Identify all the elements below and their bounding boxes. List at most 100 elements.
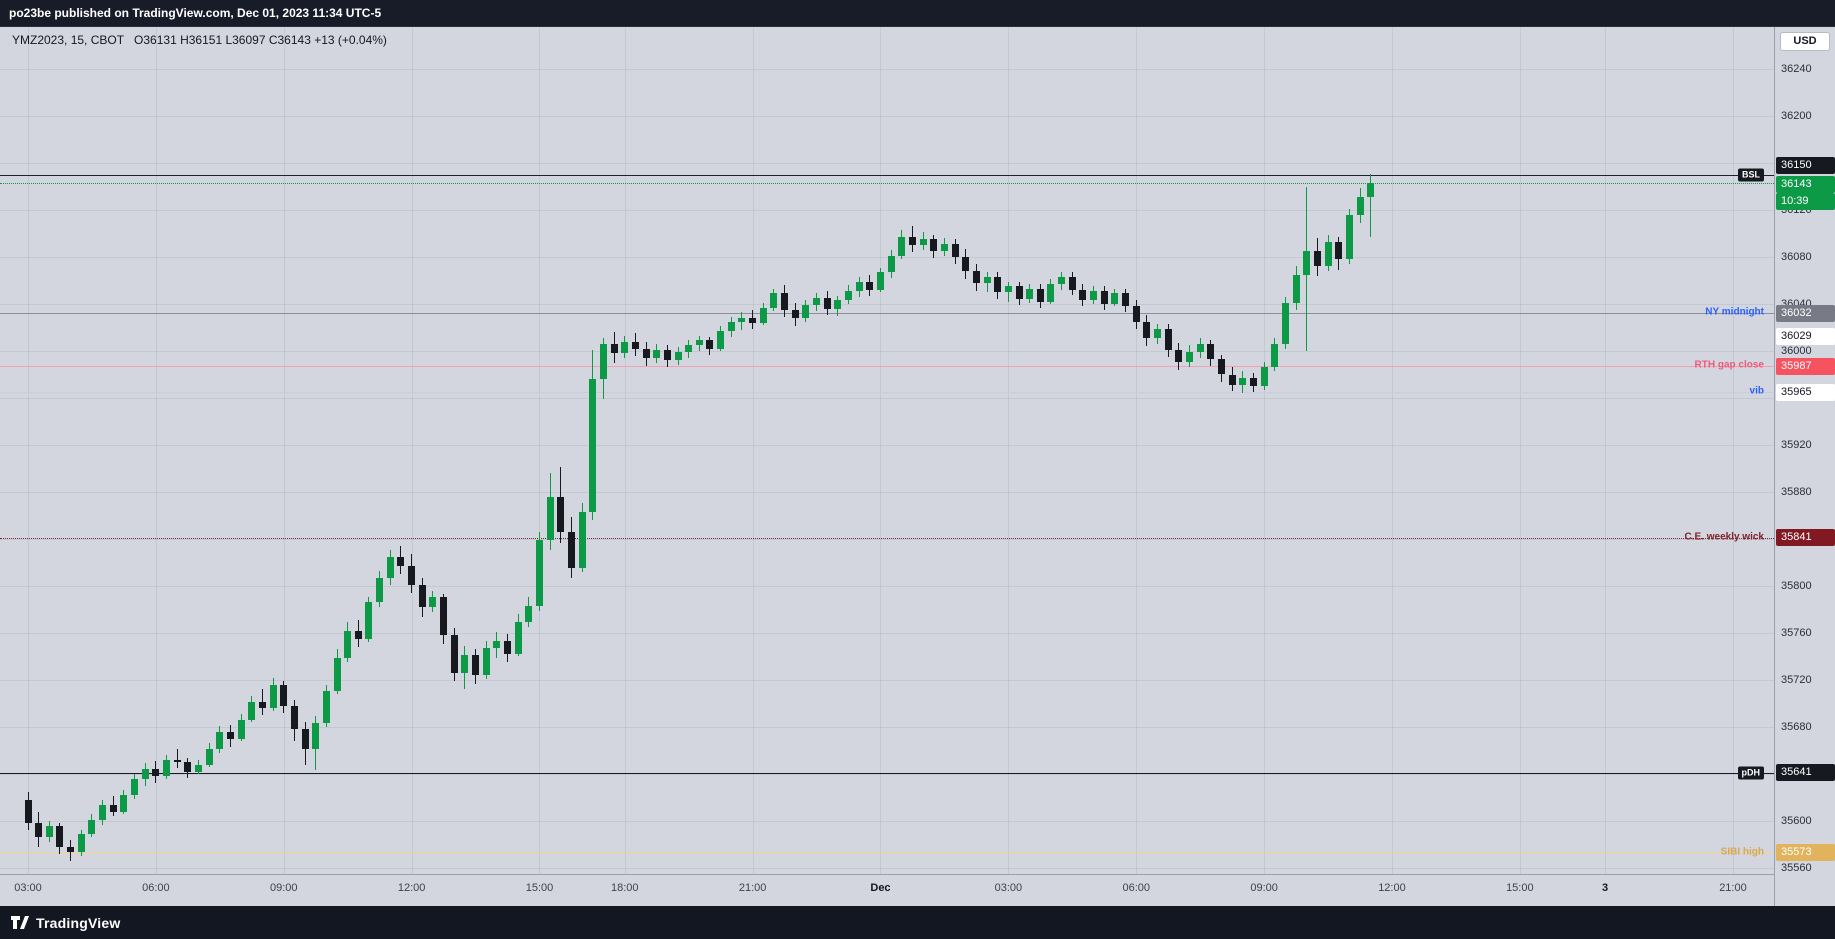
candle-body: [962, 257, 970, 272]
candle-body: [397, 556, 405, 567]
candle-body: [813, 298, 821, 306]
candle-body: [1367, 182, 1375, 198]
candle-body: [1090, 291, 1098, 301]
tradingview-brand[interactable]: TradingView: [36, 914, 121, 931]
level-line-ce-weekly-wick[interactable]: [0, 537, 1774, 539]
candle-body: [706, 340, 714, 349]
level-line-bsl[interactable]: [0, 174, 1774, 176]
level-line-vib[interactable]: [0, 392, 1774, 394]
level-line-ny-midnight[interactable]: [0, 313, 1774, 315]
candle-body: [983, 276, 991, 283]
price-tick-label: 35680: [1781, 721, 1812, 733]
horizontal-gridline: [0, 821, 1774, 822]
price-tick-label: 35560: [1781, 862, 1812, 874]
horizontal-gridline: [0, 163, 1774, 164]
time-axis-label: 21:00: [738, 882, 767, 894]
symbol-legend: YMZ2023, 15, CBOT O36131 H36151 L36097 C3…: [12, 33, 387, 47]
horizontal-gridline: [0, 351, 1774, 352]
candle-body: [898, 237, 906, 256]
candle-body: [1207, 343, 1215, 360]
candle-body: [855, 281, 863, 292]
horizontal-gridline: [0, 69, 1774, 70]
publish-text: po23be published on TradingView.com, Dec…: [9, 6, 382, 20]
candle-body: [1047, 284, 1055, 302]
countdown-badge: 10:39: [1776, 193, 1835, 211]
candle-body: [141, 769, 149, 779]
vertical-gridline: [1519, 27, 1521, 874]
candle-body: [685, 345, 693, 353]
candle-body: [802, 305, 810, 319]
candle-body: [695, 340, 703, 346]
candle-body: [226, 731, 234, 739]
time-axis-label: 21:00: [1719, 882, 1747, 894]
candle-body: [1239, 378, 1247, 386]
candle-body: [514, 622, 522, 655]
level-line-sibi-high[interactable]: [0, 852, 1774, 854]
level-label-pdh: pDH: [1737, 766, 1764, 780]
horizontal-gridline: [0, 116, 1774, 117]
candle-body: [301, 729, 309, 750]
candle-body: [1036, 288, 1044, 302]
tradingview-logo-icon[interactable]: [10, 914, 29, 931]
candle-body: [1100, 291, 1108, 304]
chart-plot[interactable]: YMZ2023, 15, CBOT O36131 H36151 L36097 C3…: [0, 27, 1774, 874]
horizontal-gridline: [0, 868, 1774, 869]
candle-body: [1196, 343, 1204, 353]
time-axis-label: 15:00: [1506, 882, 1534, 894]
candle-body: [99, 804, 107, 820]
candle-body: [280, 684, 288, 706]
price-badge-sibi-high: 35573: [1776, 844, 1835, 862]
candle-body: [440, 596, 448, 636]
candle-body: [525, 605, 533, 623]
chart-root: YMZ2023, 15, CBOT O36131 H36151 L36097 C3…: [0, 27, 1835, 906]
vertical-gridline: [283, 27, 285, 874]
candle-body: [365, 602, 373, 639]
candle-body: [418, 584, 426, 608]
candle-body: [184, 762, 192, 772]
candle-body: [322, 690, 330, 724]
candle-body: [663, 349, 671, 361]
time-axis-label: 03:00: [14, 882, 42, 894]
level-label-bsl: BSL: [1738, 168, 1764, 182]
candle-body: [1164, 328, 1172, 350]
price-badge-level-36029: 36029: [1776, 328, 1835, 346]
time-axis-label: 12:00: [1378, 882, 1406, 894]
candle-body: [1313, 251, 1321, 267]
price-axis[interactable]: USD 362403620036120360803604036000359203…: [1774, 27, 1835, 906]
candle-body: [461, 655, 469, 673]
time-axis-label: 3: [1602, 882, 1609, 894]
candle-body: [557, 496, 565, 532]
horizontal-gridline: [0, 633, 1774, 634]
candle-body: [88, 819, 96, 834]
candle-body: [631, 341, 639, 349]
candle-body: [1335, 241, 1343, 260]
level-line-pdh[interactable]: [0, 772, 1774, 774]
candle-body: [120, 795, 128, 812]
candle-body: [1122, 293, 1130, 307]
horizontal-gridline: [0, 398, 1774, 399]
candle-body: [823, 298, 831, 309]
currency-button[interactable]: USD: [1780, 32, 1830, 51]
candle-body: [1249, 378, 1257, 387]
candle-body: [77, 833, 85, 852]
candle-body: [919, 239, 927, 246]
level-line-rth-gap-close[interactable]: [0, 366, 1774, 368]
time-axis[interactable]: 03:00 06:00 09:00 12:00 15:00 18:00 21:00 Dec 03…: [0, 874, 1774, 906]
candle-body: [599, 343, 607, 380]
candle-body: [493, 641, 501, 649]
candle-body: [1260, 367, 1268, 387]
price-badge-ce-weekly-wick: 35841: [1776, 529, 1835, 547]
candle-body: [994, 276, 1002, 293]
candle-body: [674, 352, 682, 361]
candle-body: [1068, 276, 1076, 290]
candle-body: [876, 272, 884, 290]
candle-body: [930, 239, 938, 252]
candle-body: [759, 307, 767, 323]
price-badge-bsl: 36150: [1776, 157, 1835, 175]
candle-body: [386, 556, 394, 578]
ohlc-values: O36131 H36151 L36097 C36143 +13 (+0.04%): [134, 33, 387, 47]
candle-body: [290, 705, 298, 730]
candle-body: [887, 255, 895, 273]
candle-body: [1356, 197, 1364, 215]
candle-body: [56, 825, 64, 847]
